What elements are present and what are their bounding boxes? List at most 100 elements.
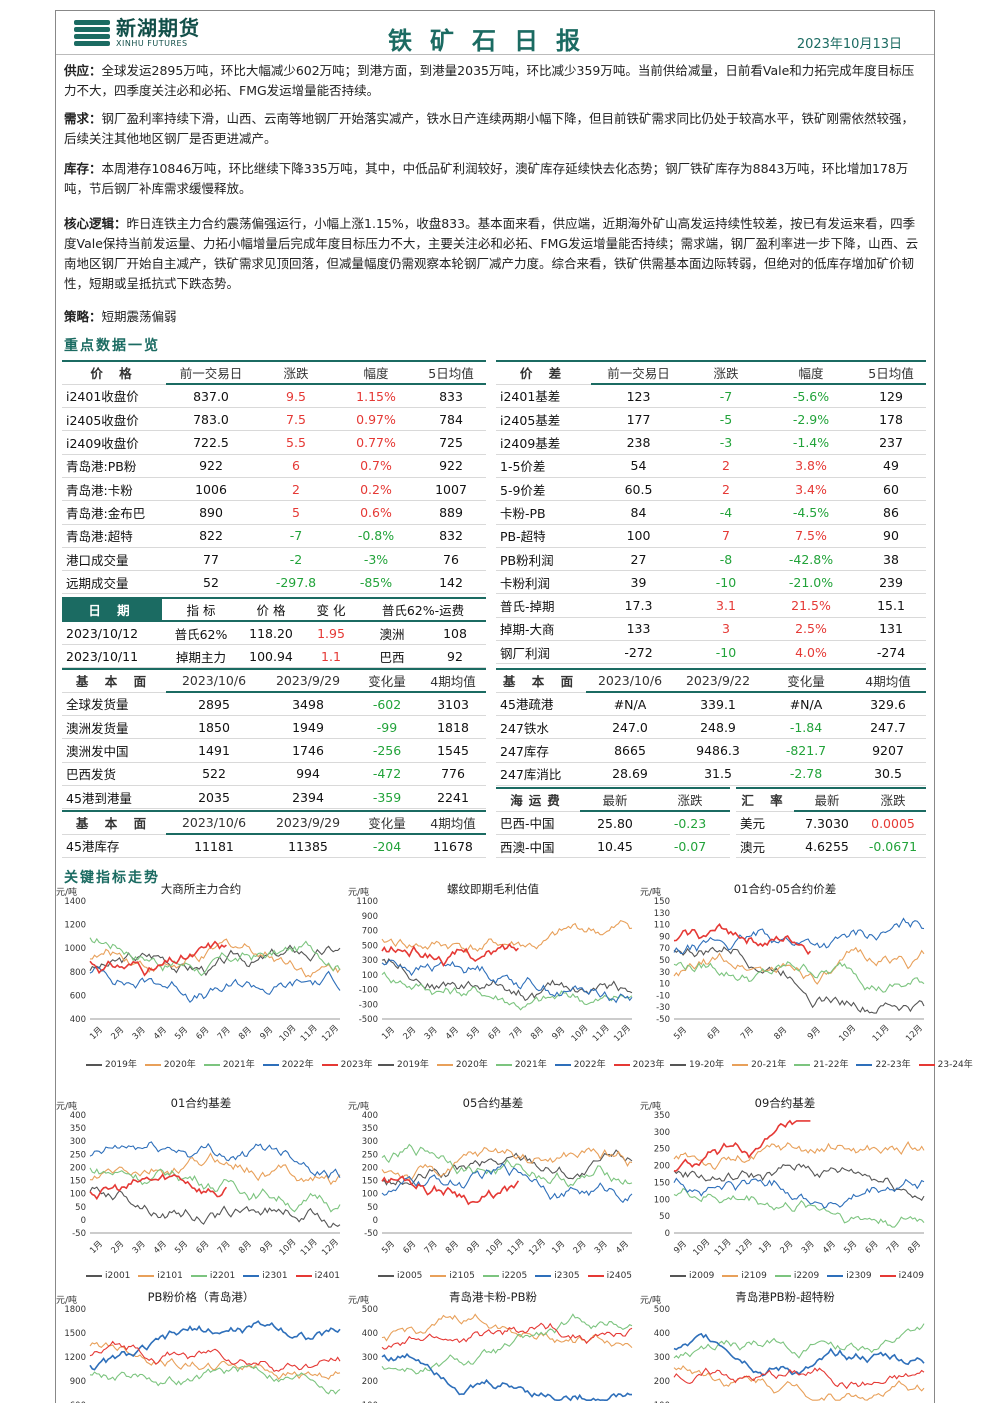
spread-cell: 钢厂利润 [496, 640, 591, 665]
x-tick-label: 5月 [173, 1239, 190, 1256]
freight-cell: -0.23 [650, 811, 730, 836]
stock-row: 45港库存 11181 11385 -204 11678 [62, 834, 486, 859]
stock-header-row: 基 本 面 2023/10/6 2023/9/29 变化量 4期均值 [62, 809, 486, 836]
legend-label: i2405 [606, 1271, 633, 1281]
x-tick-label: 12月 [904, 1023, 925, 1044]
price-row: 青岛港:PB粉 922 6 0.7% 922 [62, 454, 486, 478]
legend-swatch [794, 1063, 811, 1066]
spread-cell: i2409基差 [496, 430, 591, 455]
chart-title: 螺纹即期毛利估值 [447, 882, 539, 896]
y-tick-label: 0 [373, 1216, 378, 1226]
x-tick-label: 10月 [691, 1237, 712, 1258]
price-cell: 142 [416, 570, 486, 595]
price-header-cell: 5日均值 [416, 359, 486, 386]
legend-item: i2301 [243, 1271, 288, 1281]
chart-title: 大商所主力合约 [160, 882, 242, 896]
legend-label: 19-20年 [689, 1060, 725, 1070]
y-tick-label: 150 [654, 897, 670, 907]
y-tick-label: 1200 [64, 921, 86, 931]
spread-cell: 39 [591, 570, 686, 595]
chart-unit-label: 元/吨 [640, 888, 662, 898]
legend-item: i2009 [670, 1271, 714, 1281]
x-tick-label: 6月 [486, 1025, 503, 1042]
logic-text: 昨日连铁主力合约震荡偏强运行，小幅上涨1.15%，收盘833。基本面来看，供应端… [64, 216, 919, 291]
price-row: 远期成交量 52 -297.8 -85% 142 [62, 570, 486, 595]
spread-row: i2401基差 123 -7 -5.6% 129 [496, 384, 926, 409]
spread-header-cell: 涨跌 [686, 359, 766, 386]
price-cell: -3% [336, 547, 416, 572]
legend-item: i2309 [827, 1271, 872, 1281]
spread-cell: 54 [591, 454, 686, 478]
spread-cell: 2 [686, 477, 766, 502]
legend-label: 2022年 [573, 1060, 606, 1070]
price-cell: 52 [166, 570, 256, 595]
port-stock-table: 基 本 面 2023/10/6 2023/9/29 变化量 4期均值 45港库存 11181… [62, 809, 486, 859]
legend-item: 2022年 [262, 1057, 314, 1070]
x-tick-label: 8月 [772, 1025, 789, 1042]
index-cell: 普氏62% [162, 621, 240, 646]
series-line [89, 1152, 341, 1186]
fundr-cell: 30.5 [850, 762, 926, 786]
y-tick-label: 400 [70, 1111, 86, 1121]
price-cell: -2 [256, 547, 336, 572]
chart-unit-label: 元/吨 [348, 1102, 370, 1112]
y-tick-label: 600 [70, 1401, 86, 1403]
stock-header-cell: 4期均值 [420, 809, 486, 836]
spread-cell: 5-9价差 [496, 477, 591, 502]
legend-item: 2020年 [436, 1057, 488, 1070]
fundl-row: 全球发货量 2895 3498 -602 3103 [62, 692, 486, 717]
x-tick-label: 4月 [614, 1239, 631, 1256]
legend-swatch [86, 1274, 102, 1277]
legend-item: i2201 [190, 1271, 235, 1281]
spread-cell: 178 [856, 407, 926, 432]
legend-item: 21-22年 [794, 1057, 848, 1070]
series-line [381, 1162, 633, 1204]
spread-table: 价 差前一交易日 涨跌 幅度 5日均值 i2401基差 123 -7 -5.6% 129 i240… [496, 359, 926, 665]
price-cell: -85% [336, 570, 416, 595]
price-cell: -297.8 [256, 570, 336, 595]
fundl-header-cell: 4期均值 [420, 667, 486, 694]
fundl-cell: 522 [166, 762, 262, 786]
spread-cell: -1.4% [766, 430, 856, 455]
legend-swatch [879, 1274, 896, 1277]
y-tick-label: 90 [659, 932, 670, 942]
spread-cell: 3.4% [766, 477, 856, 502]
spread-cell: 27 [591, 547, 686, 572]
report-date: 2023年10月13日 [796, 37, 902, 52]
price-cell: 822 [166, 524, 256, 548]
y-tick-label: -100 [359, 986, 378, 996]
spread-cell: 60.5 [591, 477, 686, 502]
freight-table: 海运费 最新 涨跌 巴西-中国 25.80 -0.23 西澳-中国 10.45 -0.07 [496, 786, 730, 859]
fundr-header-cell: 4期均值 [850, 667, 926, 694]
fundr-cell: #N/A [586, 692, 674, 717]
y-tick-label: 0 [81, 1216, 86, 1226]
spread-cell: -10 [686, 570, 766, 595]
freight-header-cell: 最新 [580, 786, 650, 813]
spread-cell: -4 [686, 500, 766, 525]
legend-label: i2205 [501, 1271, 528, 1281]
y-tick-label: 50 [659, 956, 670, 966]
chart-legend: 2019年 2020年 2021年 2022年 2023年 [86, 1057, 373, 1070]
spread-cell: PB-超特 [496, 524, 591, 548]
fundr-row: 45港疏港 #N/A 339.1 #N/A 329.6 [496, 692, 926, 717]
x-tick-label: 6月 [864, 1239, 881, 1256]
inventory-label: 库存： [64, 161, 102, 176]
legend-swatch [144, 1063, 161, 1066]
spread-cell: i2401基差 [496, 384, 591, 409]
fundl-header-cell: 2023/10/6 [166, 667, 262, 694]
x-tick-label: 11月 [506, 1237, 527, 1258]
spread-row: 5-9价差 60.5 2 3.4% 60 [496, 477, 926, 502]
legend-swatch [670, 1063, 686, 1066]
legend-label: i2209 [793, 1271, 820, 1281]
legend-label: 2020年 [455, 1060, 488, 1070]
legend-label: 2019年 [397, 1060, 429, 1070]
price-cell: 0.2% [336, 477, 416, 502]
x-tick-label: 7月 [739, 1025, 756, 1042]
spread-cell: 38 [856, 547, 926, 572]
price-row: i2405收盘价 783.0 7.5 0.97% 784 [62, 407, 486, 432]
chart-svg: 350 300 250 200 150 100 50 09月 10月 11月 12月 1月 2月 3月 4月… [654, 1111, 925, 1258]
legend-label: i2105 [449, 1271, 475, 1281]
price-cell: 837.0 [166, 384, 256, 409]
report-page: 新湖期货 XINHU FUTURES 铁矿石日报 2023年10月13日 供应：… [55, 10, 973, 1403]
